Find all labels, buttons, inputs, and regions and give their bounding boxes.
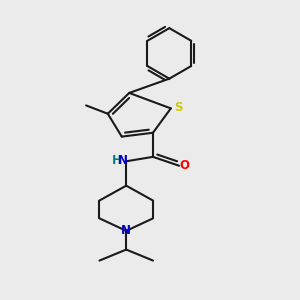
Text: O: O — [179, 159, 190, 172]
Text: H: H — [112, 154, 122, 167]
Text: N: N — [121, 224, 131, 237]
Text: N: N — [118, 154, 128, 167]
Text: S: S — [174, 101, 182, 114]
